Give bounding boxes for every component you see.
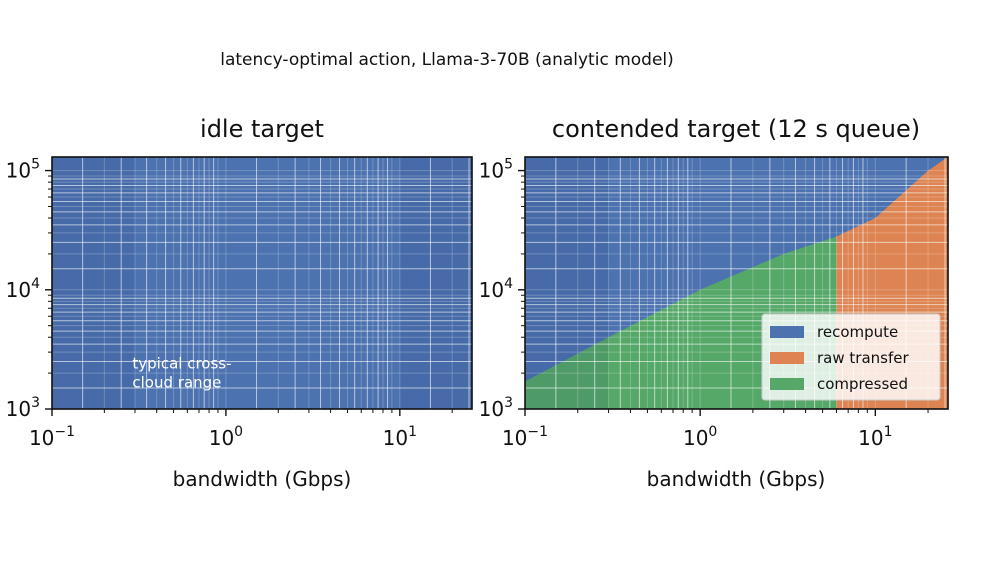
idle-y-tick-label: 103 bbox=[6, 395, 40, 421]
idle-annotation-line: typical cross- bbox=[132, 355, 231, 373]
contended-target-title: contended target (12 s queue) bbox=[552, 115, 920, 143]
idle-x-tick-label: 10−1 bbox=[29, 424, 75, 450]
contended-y-tick-label: 104 bbox=[479, 276, 513, 302]
idle-x-tick-label: 100 bbox=[209, 424, 243, 450]
contended-frame bbox=[524, 156, 949, 410]
idle-region-recompute bbox=[52, 157, 472, 409]
contended-legend: recompute raw transfer compressed bbox=[761, 313, 941, 401]
figure-suptitle: latency-optimal action, Llama-3-70B (ana… bbox=[220, 50, 674, 70]
contended-target-xlabel: bandwidth (Gbps) bbox=[647, 467, 826, 491]
idle-regions bbox=[52, 157, 472, 409]
legend-swatch-compressed bbox=[770, 378, 804, 390]
legend-swatch-recompute bbox=[770, 326, 804, 338]
contended-x-tick-label: 10−1 bbox=[502, 424, 548, 450]
legend-box bbox=[761, 313, 941, 401]
idle-target-xlabel: bandwidth (Gbps) bbox=[173, 467, 352, 491]
contended-y-tick-label: 103 bbox=[479, 395, 513, 421]
legend-swatch-raw_transfer bbox=[770, 352, 804, 364]
contended-shaded-band bbox=[525, 157, 609, 409]
idle-frame bbox=[51, 156, 473, 410]
contended-y-tick-label: 105 bbox=[479, 157, 513, 183]
idle-target-plot-area: 10−1 100 101 103 104 105 typical cross-cloud r… bbox=[6, 156, 473, 450]
idle-y-tick-label: 104 bbox=[6, 276, 40, 302]
contended-x-tick-label: 100 bbox=[683, 424, 717, 450]
idle-shaded-band bbox=[52, 157, 135, 409]
contended-x-tick-label: 101 bbox=[858, 424, 892, 450]
idle-target-panel: idle target 10−1 100 101 103 104 105 typical c… bbox=[6, 115, 473, 491]
contended-grid bbox=[525, 157, 948, 409]
idle-target-title: idle target bbox=[200, 115, 324, 143]
idle-annotation-line: cloud range bbox=[132, 374, 221, 392]
contended-ticks bbox=[518, 169, 929, 416]
contended-target-panel: contended target (12 s queue) 10−1 100 101… bbox=[479, 115, 949, 491]
idle-ticks bbox=[45, 169, 453, 416]
legend-label-raw_transfer: raw transfer bbox=[817, 349, 909, 367]
legend-label-compressed: compressed bbox=[817, 375, 908, 393]
legend-label-recompute: recompute bbox=[817, 323, 898, 341]
idle-grid bbox=[52, 157, 472, 409]
idle-shaded-band bbox=[399, 157, 472, 409]
idle-y-tick-label: 105 bbox=[6, 157, 40, 183]
idle-x-tick-label: 101 bbox=[383, 424, 417, 450]
contended-region-compressed bbox=[525, 236, 837, 409]
contended-target-plot-area: 10−1 100 101 103 104 105 recompute raw transfer… bbox=[479, 156, 949, 450]
